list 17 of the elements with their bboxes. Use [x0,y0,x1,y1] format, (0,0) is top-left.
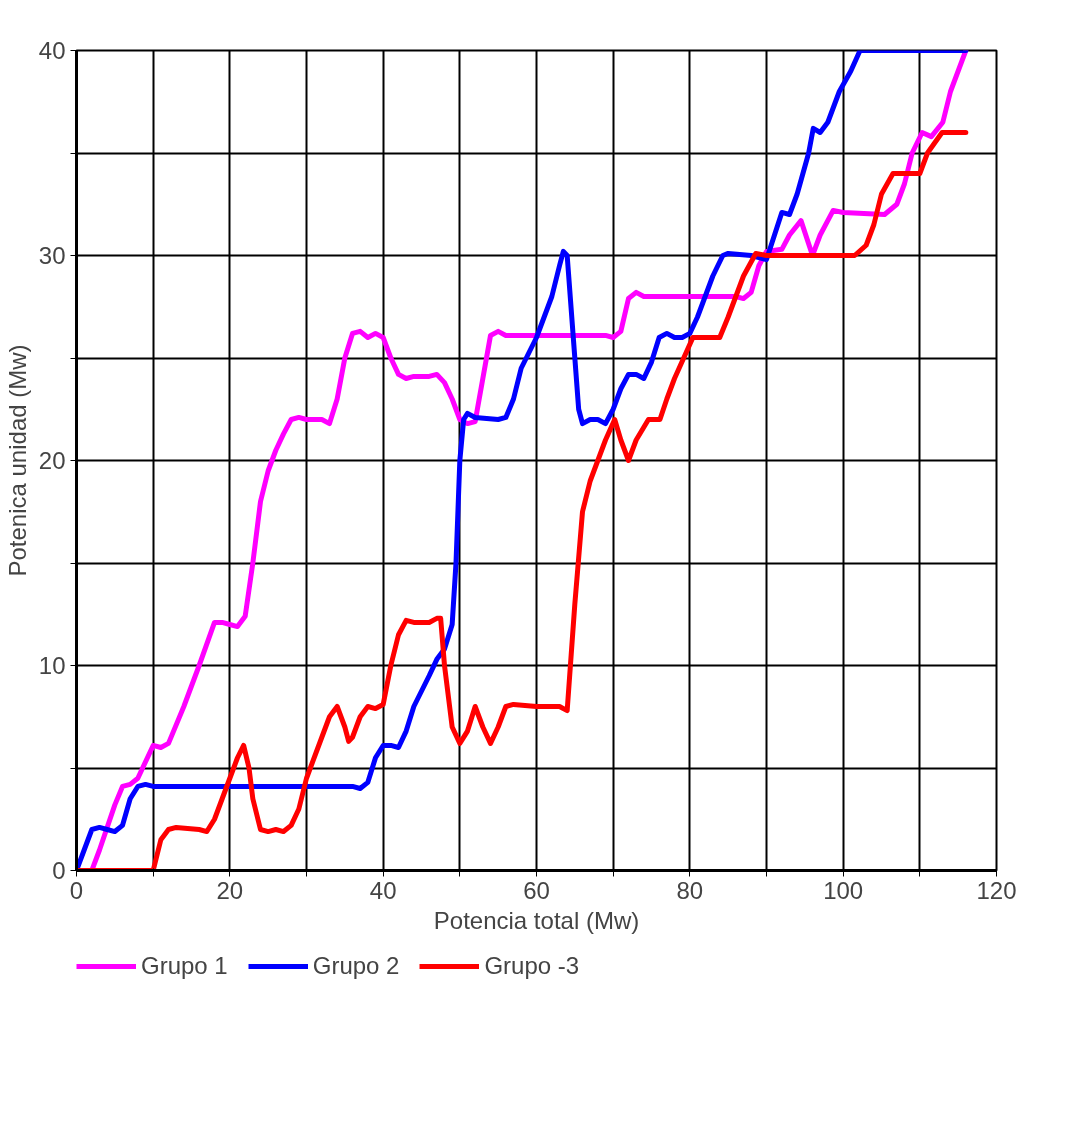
x-tick-label: 20 [216,876,244,904]
y-tick-label: 10 [38,652,66,679]
x-tick-label: 0 [69,876,84,904]
y-tick-label: 40 [38,37,66,64]
y-tick-label: 0 [52,857,66,884]
x-tick-label: 40 [369,876,397,904]
legend-label: Grupo 2 [312,952,400,980]
x-axis-title: Potencia total (Mw) [433,906,640,934]
x-tick-label: 60 [523,876,550,904]
x-tick-label: 120 [976,876,1017,904]
legend-label: Grupo 1 [141,952,228,980]
x-tick-label: 80 [676,876,704,904]
legend-label: Grupo -3 [484,952,580,980]
y-tick-label: 20 [38,447,66,474]
y-axis-title: Potenica unidad (Mw) [3,344,31,577]
y-tick-label: 30 [38,242,66,269]
x-tick-label: 100 [823,876,864,904]
